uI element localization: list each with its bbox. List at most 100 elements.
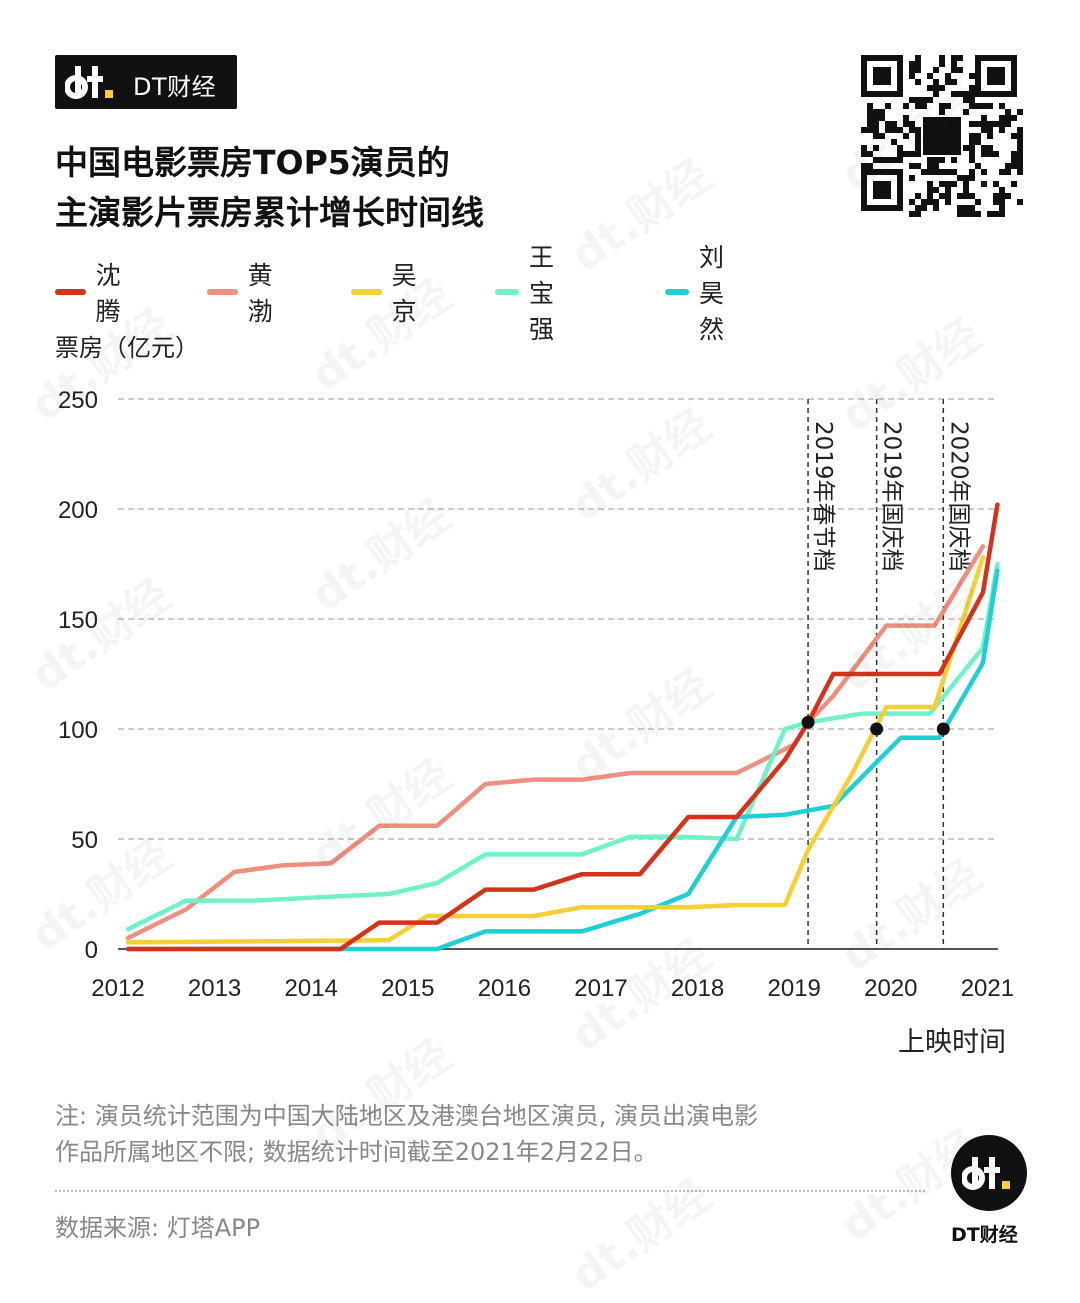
qr-module xyxy=(951,55,957,61)
qr-module xyxy=(891,139,897,145)
qr-module xyxy=(933,157,939,163)
qr-module xyxy=(915,205,921,211)
legend-label: 黄渤 xyxy=(247,261,273,326)
qr-module xyxy=(873,127,879,133)
qr-module xyxy=(969,175,975,181)
qr-module xyxy=(969,145,975,151)
qr-module xyxy=(1017,157,1023,163)
annotation-label: 2020年国庆档 xyxy=(945,421,971,572)
dt-badge-icon xyxy=(962,1157,1010,1190)
qr-finder xyxy=(987,67,1005,85)
qr-module xyxy=(933,67,939,73)
qr-module xyxy=(927,73,933,79)
qr-module xyxy=(987,133,993,139)
x-axis-title: 上映时间 xyxy=(898,1027,1006,1058)
divider xyxy=(55,1190,925,1192)
qr-module xyxy=(1011,157,1017,163)
qr-module xyxy=(999,121,1005,127)
qr-module xyxy=(945,169,951,175)
x-tick-label: 2012 xyxy=(91,975,144,1002)
qr-module xyxy=(969,157,975,163)
qr-module xyxy=(915,127,921,133)
qr-module xyxy=(999,187,1005,193)
qr-module xyxy=(921,97,927,103)
qr-module xyxy=(981,169,987,175)
line-chart: 0 50 100 150 200 250 2012 2013 2014 2015 2016 2017 2… xyxy=(58,387,1014,1002)
legend-swatch xyxy=(665,289,690,295)
qr-module xyxy=(987,103,993,109)
annotation-label: 2019年国庆档 xyxy=(879,421,905,572)
annotation-dot xyxy=(801,715,815,729)
qr-module xyxy=(927,193,933,199)
qr-module xyxy=(1017,133,1023,139)
qr-module xyxy=(933,205,939,211)
legend-label: 吴京 xyxy=(391,261,417,326)
qr-module xyxy=(933,199,939,205)
qr-module xyxy=(879,109,885,115)
qr-module xyxy=(999,211,1005,217)
qr-module xyxy=(927,157,933,163)
qr-module xyxy=(867,103,873,109)
qr-module xyxy=(987,151,993,157)
badge-label: DT财经 xyxy=(951,1224,1018,1246)
qr-module xyxy=(933,163,939,169)
qr-module xyxy=(867,151,873,157)
qr-module xyxy=(921,169,927,175)
qr-module xyxy=(951,157,957,163)
brand-logo: DT财经 xyxy=(55,55,237,109)
qr-module xyxy=(909,61,915,67)
qr-finder xyxy=(873,67,891,85)
qr-module xyxy=(981,151,987,157)
footnote-line-1: 注: 演员统计范围为中国大陆地区及港澳台地区演员, 演员出演电影 xyxy=(55,1102,758,1130)
legend-swatch xyxy=(207,289,238,295)
qr-module xyxy=(981,121,987,127)
qr-module xyxy=(939,109,945,115)
qr-module xyxy=(939,85,945,91)
legend-item-liuhaoran: 刘昊然 xyxy=(665,243,742,344)
x-tick-label: 2020 xyxy=(864,975,917,1002)
qr-module xyxy=(867,127,873,133)
qr-module xyxy=(969,103,975,109)
qr-module xyxy=(969,97,975,103)
qr-module xyxy=(927,97,933,103)
qr-module xyxy=(963,145,969,151)
x-tick-label: 2017 xyxy=(574,975,627,1002)
qr-module xyxy=(915,151,921,157)
qr-module xyxy=(999,169,1005,175)
qr-module xyxy=(951,61,957,67)
qr-module xyxy=(885,103,891,109)
qr-module xyxy=(873,157,879,163)
qr-module xyxy=(861,145,867,151)
qr-module xyxy=(891,127,897,133)
qr-module xyxy=(921,199,927,205)
qr-module xyxy=(915,193,921,199)
qr-module xyxy=(957,205,963,211)
qr-module xyxy=(909,97,915,103)
qr-code-icon xyxy=(861,55,1023,217)
qr-module xyxy=(915,145,921,151)
qr-module xyxy=(1011,163,1017,169)
qr-module xyxy=(909,67,915,73)
legend-swatch xyxy=(495,289,520,295)
qr-module xyxy=(927,181,933,187)
qr-module xyxy=(957,67,963,73)
qr-module xyxy=(999,103,1005,109)
qr-module xyxy=(945,79,951,85)
qr-module xyxy=(969,139,975,145)
qr-module xyxy=(915,139,921,145)
qr-module xyxy=(879,133,885,139)
qr-module xyxy=(879,157,885,163)
qr-module xyxy=(915,97,921,103)
qr-module xyxy=(1017,151,1023,157)
footnote-line-2: 作品所属地区不限; 数据统计时间截至2021年2月22日。 xyxy=(55,1138,658,1166)
qr-module xyxy=(975,121,981,127)
qr-module xyxy=(909,163,915,169)
qr-module xyxy=(933,187,939,193)
legend-item-wangbaoqiang: 王宝强 xyxy=(495,243,572,344)
qr-module xyxy=(951,79,957,85)
qr-module xyxy=(903,115,909,121)
qr-module xyxy=(1017,169,1023,175)
qr-module xyxy=(897,151,903,157)
qr-module xyxy=(993,151,999,157)
qr-module xyxy=(1017,139,1023,145)
